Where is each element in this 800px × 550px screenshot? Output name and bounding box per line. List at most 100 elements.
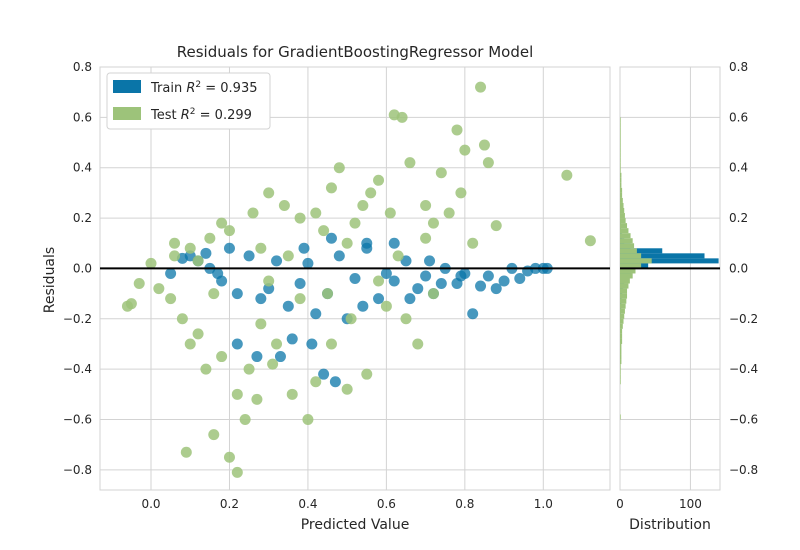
test-point [169,250,181,262]
histogram-test-bar [620,152,621,158]
test-point [192,255,204,267]
test-point [255,242,267,254]
train-point [310,308,322,320]
test-point [231,466,243,478]
train-point [455,270,467,282]
train-point [231,338,243,350]
legend-train-superscript: 2 [195,80,201,90]
test-point [361,368,373,380]
train-point [498,275,510,287]
train-point [298,242,310,254]
test-point [443,207,455,219]
train-point [302,257,314,269]
legend-train-r-symbol: R [186,81,195,96]
test-point [251,393,263,405]
test-point [231,388,243,400]
test-point [455,187,467,199]
histogram-train-bar [620,253,705,259]
x-tick-label: 0.4 [298,497,317,511]
test-point [412,338,424,350]
test-point [310,207,322,219]
histogram-y-tick-label: 0.8 [729,60,748,74]
test-point [192,328,204,340]
y-axis-label: Residuals [42,247,58,313]
test-point [427,217,439,229]
test-point [420,199,432,211]
histogram-test-bar [620,369,621,375]
test-point [271,338,283,350]
y-tick-label: 0.0 [73,261,92,275]
histogram-test-bar [620,349,622,355]
x-tick-labels: 0.0 0.2 0.4 0.6 0.8 1.0 [141,497,552,511]
test-point [325,182,337,194]
train-point [482,270,494,282]
histogram-test-bar [620,333,623,339]
x-tick-label: 0.0 [141,497,160,511]
train-point [475,280,487,292]
histogram-test-bar [620,233,631,239]
histogram-test-bar [620,238,633,244]
histogram-test-bar [620,182,622,188]
histogram-test-bar [620,354,622,360]
x-tick-label: 0.8 [455,497,474,511]
test-point [216,351,228,363]
histogram-plot-area [619,66,721,491]
histogram-test-bar [620,308,625,314]
x-tick-label: 0.2 [220,497,239,511]
test-point [384,207,396,219]
test-point [255,318,267,330]
histogram-test-bar [620,157,621,163]
histogram-test-bar [620,218,626,224]
train-point [306,338,318,350]
histogram-test-bar [620,147,621,153]
test-point [380,300,392,312]
train-point [412,283,424,295]
test-point [302,414,314,425]
test-point [357,199,369,211]
train-point [231,288,243,300]
test-point [216,217,228,229]
histogram-test-bar [620,328,623,334]
test-point [208,288,220,300]
legend: Train R2 = 0.935 Test R2 = 0.299 [106,72,271,130]
test-point [341,237,353,249]
test-point [223,451,235,463]
histogram-test-bar [620,323,623,329]
histogram-y-tick-labels: −0.8 −0.6 −0.4 −0.2 0.0 0.2 0.4 0.6 0.8 [729,60,758,477]
legend-test-prefix: Test [150,108,181,123]
x-tick-label: 0.6 [377,497,396,511]
test-point [478,139,490,151]
test-point [400,313,412,325]
histogram-test-bar [620,248,637,254]
train-point [263,283,275,295]
test-point [286,388,298,400]
histogram-y-tick-label: 0.2 [729,211,748,225]
train-point [165,267,177,279]
legend-train-r2: = 0.935 [201,81,257,96]
test-point [267,358,279,370]
test-point [263,187,275,199]
test-point [467,237,479,249]
train-point [514,273,526,284]
histogram-y-tick-label: 0.6 [729,110,748,124]
histogram-test-bar [620,167,621,173]
test-point [561,169,573,181]
y-tick-label: −0.8 [63,463,92,477]
train-point [357,300,369,312]
test-point [310,376,322,388]
test-point [200,363,212,375]
histogram-y-tick-label: −0.6 [729,413,758,427]
y-tick-label: 0.2 [73,211,92,225]
test-point [427,288,439,300]
histogram-test-bar [620,117,621,123]
test-point [278,199,290,211]
train-point [286,333,298,345]
test-point [184,242,196,254]
histogram-test-bar [620,278,630,284]
test-point [239,414,251,425]
histogram-test-bar [620,187,623,193]
test-point [373,174,385,186]
histogram-test-bar [620,298,627,304]
